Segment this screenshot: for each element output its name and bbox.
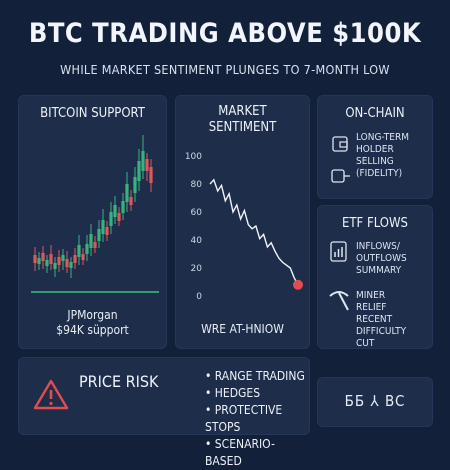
candle-body (77, 245, 81, 257)
price-risk-title: PRICE RISK (79, 372, 159, 391)
etf-flows-line1: INFLOWS/ (356, 241, 400, 252)
candle-body (137, 161, 141, 181)
candle-body (93, 242, 97, 248)
risk-bullet: RANGE TRADING (205, 368, 309, 385)
candle-body (61, 255, 65, 261)
on-chain-line2: HOLDER (356, 144, 394, 155)
page-title: BTC TRADING ABOVE $100K (28, 18, 422, 49)
support-caption-line2: $94K süpport (56, 323, 129, 337)
on-chain-line3: SELLING (356, 156, 394, 167)
y-tick-label: 100 (185, 152, 202, 162)
transfer-icon (331, 169, 350, 183)
on-chain-title: ON-CHAIN (345, 106, 405, 121)
candle-body (109, 212, 113, 226)
sentiment-title-line2: SENTIMENT (208, 120, 277, 135)
miner-line4: DIFFICULTY (356, 326, 407, 337)
candle-body (145, 159, 149, 171)
document-chart-icon (330, 241, 347, 262)
miner-line5: CUT (356, 338, 375, 349)
page-subtitle: WHILE MARKET SENTIMENT PLUNGES TO 7-MONT… (60, 62, 390, 77)
miner-line1: MINER (356, 290, 386, 301)
candle-body (117, 213, 121, 221)
candle-body (81, 254, 85, 260)
sentiment-series-line (209, 178, 299, 286)
y-tick-label: 80 (191, 180, 203, 190)
on-chain-panel: ON-CHAIN LONG-TERM HOLDER SELLING (FIDEL… (317, 95, 433, 199)
candle-body (53, 263, 57, 269)
y-tick-label: 60 (191, 208, 203, 218)
candle-body (141, 151, 145, 171)
risk-bullet: HEDGES (205, 385, 309, 402)
y-tick-label: 0 (196, 292, 202, 302)
brand-text: ББ ⅄ BC (344, 392, 406, 410)
candle-body (125, 184, 129, 202)
sentiment-title-line1: MARKET (218, 104, 267, 119)
candlestick-chart (31, 135, 159, 293)
wallet-icon (332, 136, 348, 152)
risk-bullet: SCENARIO-BASED (205, 436, 309, 470)
candle-body (89, 234, 93, 248)
price-risk-list: RANGE TRADING HEDGES PROTECTIVE STOPS SC… (205, 368, 309, 470)
candle-body (41, 253, 45, 261)
etf-flows-line3: SUMMARY (356, 265, 402, 276)
market-sentiment-panel: MARKET SENTIMENT 0 20 40 60 80 100 WRE AT-HNI… (175, 95, 310, 349)
candle-body (69, 262, 73, 268)
price-risk-panel: PRICE RISK RANGE TRADING HEDGES PROTECTI… (18, 357, 310, 468)
y-tick-label: 40 (191, 236, 203, 246)
candle-body (33, 255, 37, 263)
brand-panel: ББ ⅄ BC (317, 377, 433, 427)
candle-body (113, 205, 117, 217)
sentiment-chart: 0 20 40 60 80 100 (185, 152, 303, 302)
candle-body (121, 201, 125, 213)
etf-flows-panel: ETF FLOWS INFLOWS/ OUTFLOWS SUMMARY MINE… (317, 205, 433, 349)
bitcoin-support-panel: BITCOIN SUPPORT JPMorgan $94K süpport (18, 95, 167, 349)
candle-body (49, 254, 53, 264)
candle-body (57, 257, 61, 265)
y-tick-label: 20 (191, 264, 203, 274)
candle-body (65, 259, 69, 267)
etf-flows-line2: OUTFLOWS (356, 253, 407, 264)
candle-body (45, 260, 49, 266)
on-chain-line4: (FIDELITY) (356, 168, 403, 179)
candle-body (101, 220, 105, 234)
on-chain-line1: LONG-TERM (356, 132, 409, 143)
candle-body (97, 229, 101, 241)
risk-bullet: PROTECTIVE STOPS (205, 402, 309, 436)
sentiment-footer: WRE AT-HNIOW (201, 322, 284, 336)
candle-body (85, 244, 89, 254)
candle-body (37, 258, 41, 264)
candle-body (73, 255, 77, 263)
warning-icon (33, 379, 69, 410)
support-caption-line1: JPMorgan (67, 308, 118, 322)
candle-body (149, 167, 153, 183)
pickaxe-icon (329, 291, 349, 311)
candle-body (129, 197, 133, 205)
candle-body (133, 177, 137, 193)
miner-line3: RECENT (356, 314, 393, 325)
miner-line2: RELIEF (356, 302, 387, 313)
etf-flows-title: ETF FLOWS (342, 216, 408, 231)
candle-body (105, 227, 109, 235)
sentiment-end-marker (293, 279, 303, 290)
bitcoin-support-title: BITCOIN SUPPORT (40, 106, 145, 121)
